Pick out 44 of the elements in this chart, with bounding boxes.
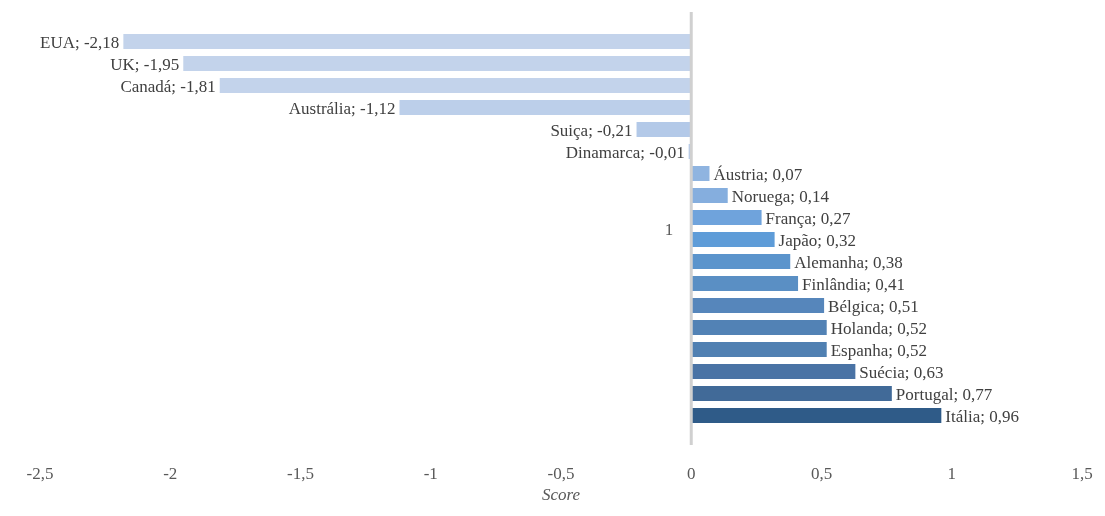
bar xyxy=(691,254,791,269)
data-label: Dinamarca; -0,01 xyxy=(565,142,685,162)
data-label: Japão; 0,32 xyxy=(778,230,857,250)
data-label: Suiça; -0,21 xyxy=(550,120,633,140)
data-label: Finlândia; 0,41 xyxy=(802,274,906,294)
data-label: UK; -1,95 xyxy=(110,54,180,74)
x-tick-label: -1,5 xyxy=(287,464,314,484)
bar xyxy=(691,210,762,225)
x-tick-label: -1 xyxy=(423,464,438,484)
data-label: França; 0,27 xyxy=(765,208,852,228)
bar xyxy=(691,364,856,379)
bar xyxy=(219,78,692,93)
x-tick-label: 0,5 xyxy=(810,464,833,484)
bar xyxy=(123,34,692,49)
x-tick-label: 0 xyxy=(687,464,696,484)
x-axis-title: Score xyxy=(541,485,581,504)
x-tick-label: -2,5 xyxy=(26,464,54,484)
bar xyxy=(399,100,692,115)
bar xyxy=(691,276,799,291)
bar xyxy=(691,298,825,313)
bar xyxy=(691,342,827,357)
data-label: Noruega; 0,14 xyxy=(731,186,830,206)
data-label: Holanda; 0,52 xyxy=(830,318,928,338)
data-label: EUA; -2,18 xyxy=(40,32,120,52)
data-label: Canadá; -1,81 xyxy=(120,76,216,96)
bar xyxy=(691,386,892,401)
data-label: Áustria; 0,07 xyxy=(713,164,803,184)
bar xyxy=(691,232,775,247)
x-tick-label: 1 xyxy=(947,464,956,484)
data-label: Itália; 0,96 xyxy=(945,406,1019,426)
x-tick-label: 1,5 xyxy=(1071,464,1093,484)
x-tick-label: -0,5 xyxy=(547,464,575,484)
bar xyxy=(636,122,692,137)
data-label: Bélgica; 0,51 xyxy=(828,296,919,316)
bar xyxy=(691,320,827,335)
bar xyxy=(691,188,728,203)
bar xyxy=(691,408,942,423)
bar xyxy=(183,56,692,71)
data-label: Espanha; 0,52 xyxy=(830,340,928,360)
data-label: Austrália; -1,12 xyxy=(288,98,396,118)
data-label: Alemanha; 0,38 xyxy=(794,252,903,272)
x-tick-label: -2 xyxy=(163,464,178,484)
data-label: Portugal; 0,77 xyxy=(895,384,993,404)
data-label: Suécia; 0,63 xyxy=(859,362,944,382)
